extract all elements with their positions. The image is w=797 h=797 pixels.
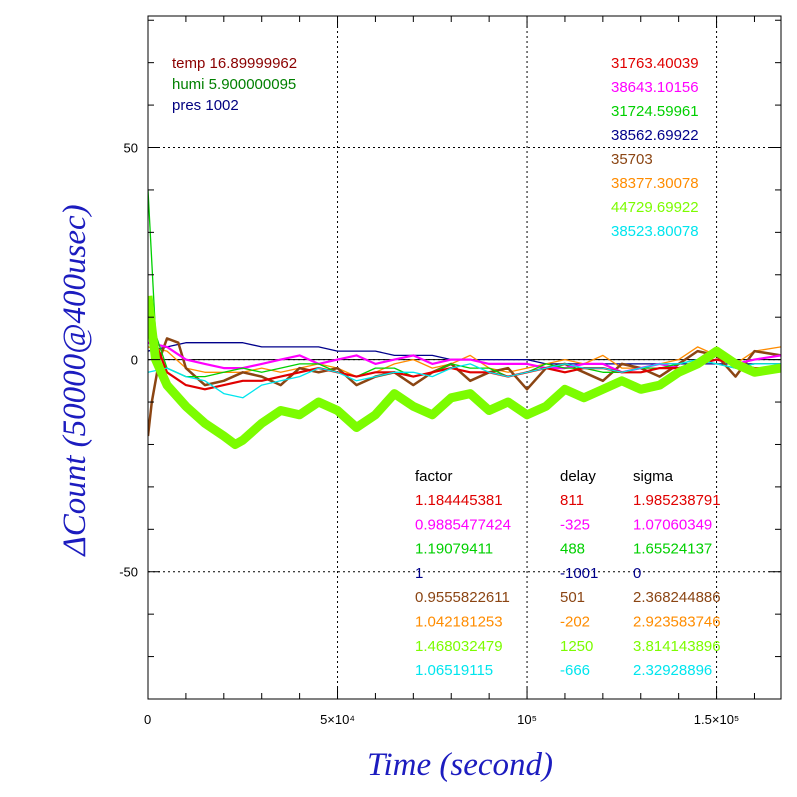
y-tick-label: -50 (119, 565, 138, 580)
parameter-table: factor delay sigma 1.184445381 811 1.98523… (415, 468, 721, 679)
env-item: humi 5.900000095 (172, 76, 296, 93)
env-item: pres 1002 (172, 97, 239, 114)
y-axis-title: ΔCount (50000@400usec) (57, 204, 93, 557)
series-mean: 38377.30078 (611, 175, 699, 192)
table-sigma: 2.923583746 (633, 614, 721, 631)
series-mean: 44729.69922 (611, 199, 699, 216)
series-mean: 31763.40039 (611, 55, 699, 72)
x-tick-label: 5×10⁴ (320, 712, 355, 727)
series-mean: 38523.80078 (611, 223, 699, 240)
table-factor: 1.184445381 (415, 492, 503, 509)
ticks: 0 5×10⁴ 10⁵ 1.5×10⁵ 50 0 -50 (119, 16, 781, 727)
series-line (148, 337, 781, 437)
table-delay: 811 (560, 492, 584, 509)
x-tick-label: 0 (144, 712, 151, 727)
series-line (148, 295, 781, 449)
series-line (148, 316, 781, 391)
environment-legend: temp 16.89999962 humi 5.900000095 pres 100… (172, 55, 297, 114)
table-factor: 1.468032479 (415, 638, 503, 655)
table-factor: 0.9885477424 (415, 516, 511, 533)
table-header-sigma: sigma (633, 468, 674, 485)
table-sigma: 1.985238791 (633, 492, 721, 509)
series-mean: 35703 (611, 151, 653, 168)
series-line (148, 189, 781, 378)
table-factor: 1.19079411 (415, 541, 493, 558)
table-factor: 1.06519115 (415, 662, 493, 679)
table-delay: -202 (560, 614, 590, 631)
series-mean: 38562.69922 (611, 127, 699, 144)
x-tick-label: 10⁵ (517, 712, 537, 727)
table-factor: 1.042181253 (415, 614, 503, 631)
y-tick-label: 0 (131, 353, 138, 368)
table-sigma: 1.65524137 (633, 541, 712, 558)
table-delay: 1250 (560, 638, 593, 655)
series-layer (148, 189, 781, 449)
series-line (148, 358, 781, 399)
table-delay: 488 (560, 541, 585, 558)
table-header-delay: delay (560, 468, 596, 485)
table-sigma: 3.814143896 (633, 638, 721, 655)
table-delay: -1001 (560, 565, 598, 582)
table-delay: 501 (560, 589, 585, 606)
table-sigma: 0 (633, 565, 641, 582)
x-axis-title: Time (second) (367, 747, 553, 783)
table-sigma: 1.07060349 (633, 516, 712, 533)
table-sigma: 2.368244886 (633, 589, 721, 606)
env-item: temp 16.89999962 (172, 55, 297, 72)
y-tick-label: 50 (124, 141, 138, 156)
x-tick-label: 1.5×10⁵ (694, 712, 740, 727)
table-factor: 0.9555822611 (415, 589, 510, 606)
mean-legend: 31763.40039 38643.10156 31724.59961 38562.6… (611, 55, 699, 240)
table-delay: -666 (560, 662, 590, 679)
table-delay: -325 (560, 516, 590, 533)
table-factor: 1 (415, 565, 423, 582)
series-mean: 31724.59961 (611, 103, 699, 120)
table-sigma: 2.32928896 (633, 662, 712, 679)
plot-frame (147, 15, 782, 700)
series-mean: 38643.10156 (611, 79, 699, 96)
table-header-factor: factor (415, 468, 453, 485)
series-line (148, 342, 781, 365)
